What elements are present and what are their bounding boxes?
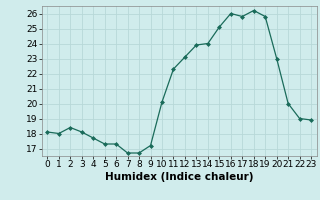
X-axis label: Humidex (Indice chaleur): Humidex (Indice chaleur) (105, 172, 253, 182)
